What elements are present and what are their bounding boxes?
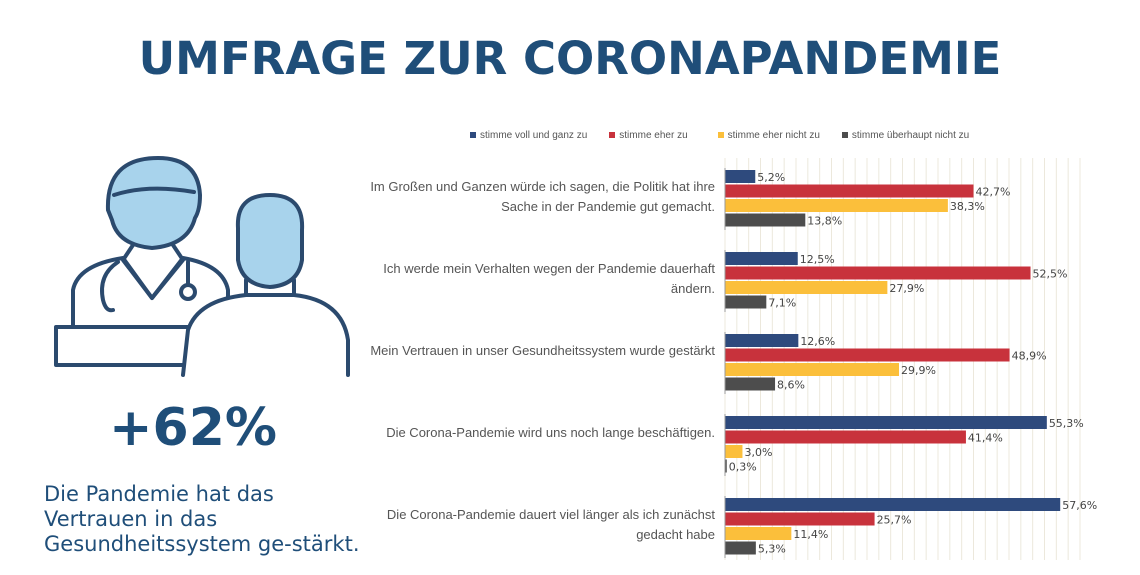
data-label-4-2: 11,4% (793, 528, 828, 541)
bar-4-1 (725, 512, 875, 526)
data-label-2-2: 29,9% (901, 364, 936, 377)
data-label-0-2: 38,3% (950, 200, 985, 213)
bar-2-2 (725, 363, 900, 376)
legend-swatch-eher (609, 132, 616, 138)
bar-3-0 (725, 416, 1047, 429)
legend-label-eher: stimme eher zu (619, 129, 688, 141)
bar-1-3 (725, 295, 767, 309)
category-label-2: Mein Vertrauen in unser Gesundheitssyste… (370, 343, 715, 358)
legend-label-eher-nicht: stimme eher nicht zu (727, 129, 820, 141)
data-label-3-0: 55,3% (1049, 417, 1084, 430)
legend-label-ueberhaupt-nicht: stimme überhaupt nicht zu (851, 129, 970, 141)
data-label-4-3: 5,3% (758, 543, 786, 556)
bar-4-3 (725, 541, 756, 555)
legend-item-eher: stimme eher zu (609, 129, 688, 141)
legend-swatch-ueberhaupt-nicht (841, 132, 848, 138)
data-label-4-0: 57,6% (1062, 499, 1097, 512)
stat-value: +62% (108, 398, 278, 458)
doctor-patient-illustration (54, 156, 350, 377)
bar-chart-plot: 5,2% 42,7%38,3% 13,8% 12,5% 52,5% 27,9% 7,1% 12… (724, 158, 1097, 560)
bar-4-0 (725, 498, 1061, 511)
data-label-2-1: 48,9% (1012, 350, 1047, 363)
legend-item-eher-nicht: stimme eher nicht zu (717, 129, 820, 141)
bar-3-1 (725, 430, 966, 444)
bar-2-0 (725, 334, 799, 347)
legend-swatch-eher-nicht (717, 132, 724, 138)
bar-2-3 (725, 377, 776, 391)
patient-icon (181, 193, 350, 377)
data-label-2-3: 8,6% (777, 379, 805, 392)
category-label-0: Im Großen und Ganzen würde ich sagen, di… (370, 179, 715, 214)
legend-item-voll: stimme voll und ganz zu (470, 130, 587, 141)
data-label-3-2: 3,0% (744, 446, 772, 459)
legend-label-voll: stimme voll und ganz zu (480, 129, 588, 141)
data-label-4-1: 25,7% (877, 514, 912, 527)
data-label-1-3: 7,1% (768, 297, 796, 310)
data-label-2-0: 12,6% (800, 335, 835, 348)
chart-legend: stimme voll und ganz zu stimme eher zu s… (470, 128, 991, 142)
data-label-0-0: 5,2% (757, 171, 785, 184)
bar-1-0 (725, 252, 798, 265)
bar-0-0 (725, 170, 756, 183)
stat-text: Die Pandemie hat das Vertrauen in das Ge… (44, 482, 360, 556)
bar-1-1 (725, 266, 1031, 280)
page-title: UMFRAGE ZUR CORONAPANDEMIE (138, 32, 1002, 85)
bar-4-2 (725, 527, 792, 540)
bar-0-3 (725, 213, 806, 227)
category-label-4: Die Corona-Pandemie dauert viel länger a… (386, 507, 715, 542)
bar-0-1 (725, 184, 974, 198)
legend-item-ueberhaupt-nicht: stimme überhaupt nicht zu (841, 129, 970, 141)
data-label-1-0: 12,5% (800, 253, 835, 266)
data-label-0-1: 42,7% (976, 186, 1011, 199)
bar-0-2 (725, 199, 948, 212)
data-label-3-1: 41,4% (968, 432, 1003, 445)
bar-chart: 5,2% 42,7% 38,3% 13,8% 12,5% 52,5% 27,9% 7,1% 12… (340, 150, 1140, 575)
bar-2-1 (725, 348, 1010, 362)
category-label-1: Ich werde mein Verhalten wegen der Pande… (383, 261, 715, 296)
legend-swatch-voll (470, 132, 476, 138)
category-label-3: Die Corona-Pandemie wird uns noch lange … (386, 425, 715, 440)
data-label-0-3: 13,8% (807, 215, 842, 228)
data-label-1-2: 27,9% (889, 282, 924, 295)
bar-3-2 (725, 445, 743, 458)
bar-1-2 (725, 281, 888, 294)
data-label-1-1: 52,5% (1033, 268, 1068, 281)
doctor-icon (54, 156, 230, 367)
bar-3-3 (725, 459, 727, 473)
data-label-3-3: 0,3% (729, 461, 757, 474)
